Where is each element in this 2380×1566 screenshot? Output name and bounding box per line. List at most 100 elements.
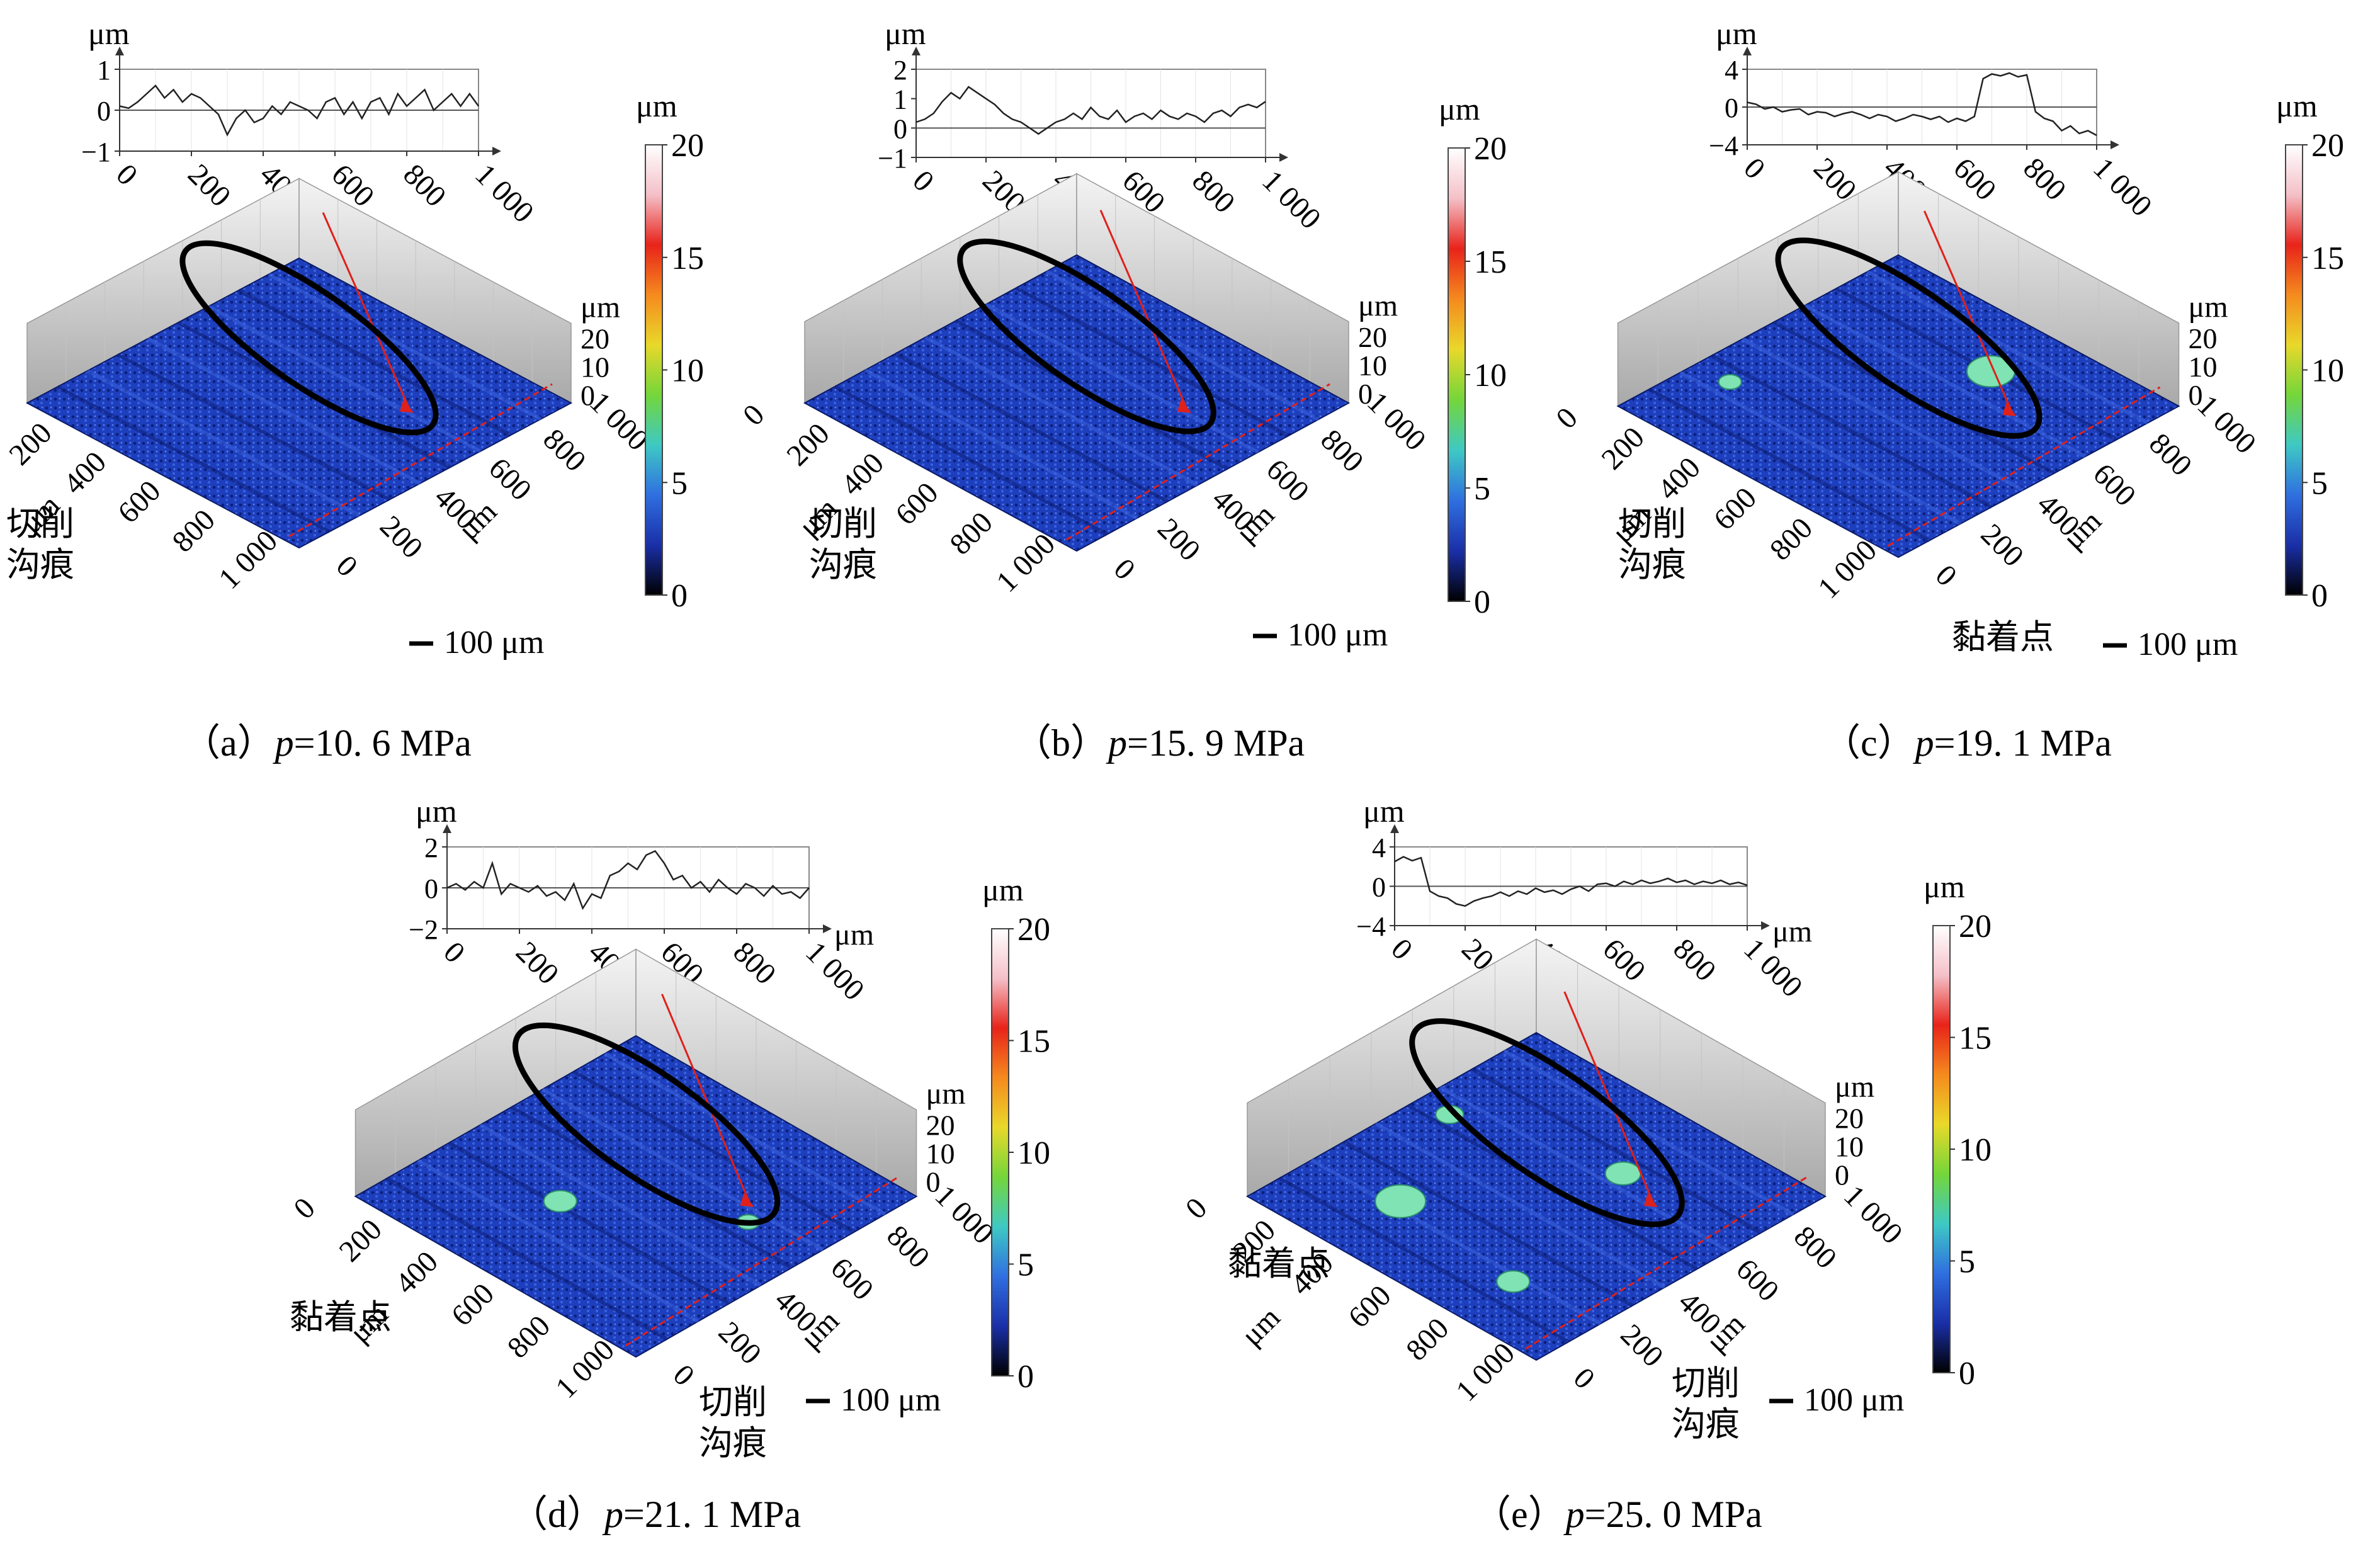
caption-value: =25. 0 MPa: [1585, 1494, 1762, 1535]
panel-caption: （e）p=25. 0 MPa: [1473, 1494, 1762, 1535]
colorbar-tick-label: 0: [2311, 578, 2328, 614]
adhesion-spot: [1718, 373, 1742, 390]
groove-label-line1: 切削: [699, 1383, 767, 1421]
adhesion-spot: [1374, 1184, 1427, 1218]
groove-label-line1: 切削: [1672, 1365, 1740, 1402]
scale-bar-label: 100 μm: [444, 625, 544, 661]
surface-left-tick-label: 600: [1342, 1279, 1397, 1334]
surface-right-tick-label: 600: [1730, 1252, 1785, 1308]
surface-left-tick-label: 1 000: [990, 527, 1062, 599]
caption-symbol: p: [1106, 722, 1127, 764]
profile-x-tick-label: 200: [181, 157, 237, 213]
surface-left-tick-label: 0: [1179, 1191, 1213, 1225]
groove-streak: [1374, 1121, 1666, 1290]
surface-right-tick-label: 600: [824, 1251, 880, 1307]
surface-right-tick-label: 0: [667, 1358, 701, 1392]
y-axis-arrow-icon: [1743, 47, 1752, 55]
surface-left-tick-label: 600: [111, 474, 167, 530]
colorbar-tick-label: 15: [1474, 244, 1507, 280]
surface-right-tick-label: 600: [1260, 453, 1315, 508]
colorbar-tick-label: 20: [2311, 128, 2344, 164]
surface-left-tick-label: 1 000: [549, 1333, 621, 1405]
colorbar-unit: μm: [1439, 91, 1480, 127]
profile-x-tick-label: 1 000: [468, 157, 540, 229]
colorbar-tick-label: 15: [671, 241, 704, 276]
surface-z-tick-label: 0: [926, 1166, 941, 1198]
caption-symbol: p: [602, 1494, 623, 1535]
profile-x-unit: μm: [1772, 915, 1812, 948]
adhesion-spot: [543, 1189, 577, 1213]
profile-x-tick-label: 800: [2017, 151, 2072, 207]
colorbar-tick-label: 0: [1474, 584, 1490, 620]
profile-y-tick-label: −1: [878, 143, 907, 174]
surface-left-tick-label: 800: [166, 503, 221, 559]
adhesion-label: 黏着点: [1228, 1245, 1330, 1283]
section-line-2: [1887, 386, 2161, 547]
profile-x-tick-label: 200: [509, 935, 565, 990]
section-arrow-icon: [400, 399, 414, 413]
colorbar-tick-label: 20: [671, 128, 704, 164]
colorbar-tick-label: 20: [1959, 909, 1992, 945]
groove-label-line2: 沟痕: [699, 1424, 767, 1462]
section-arrow-icon: [1644, 1193, 1658, 1207]
groove-annotation-ellipse: [179, 240, 439, 436]
surface-right-tick-label: 800: [880, 1219, 936, 1274]
profile-x-tick-label: 800: [1186, 164, 1241, 219]
colorbar-unit: μm: [1924, 869, 1965, 904]
groove-annotation-ellipse: [1409, 1018, 1685, 1227]
caption-letter: （e）: [1473, 1494, 1566, 1535]
colorbar-tick-label: 0: [1959, 1356, 1975, 1392]
profile-y-tick-label: −4: [1709, 130, 1738, 161]
colorbar: μm 20 15 10 5 0: [1924, 869, 1992, 1392]
panel-e: 40−4μm02004006008001 000μm02004006008001…: [1179, 793, 1992, 1535]
section-arrow-icon: [740, 1193, 754, 1207]
surface-z-unit: μm: [1835, 1070, 1874, 1104]
surface-right-tick-label: 0: [1567, 1361, 1601, 1395]
surface-right-tick-label: 800: [1788, 1220, 1843, 1275]
profile-x-tick-label: 1 000: [2087, 151, 2158, 223]
colorbar-strip: [1932, 925, 1951, 1373]
caption-value: =19. 1 MPa: [1934, 722, 2112, 764]
groove-label-line2: 沟痕: [1672, 1405, 1740, 1443]
surface-left-tick-label: 0: [1550, 401, 1584, 435]
groove-streak: [894, 352, 1169, 504]
colorbar-strip: [645, 144, 663, 596]
colorbar-tick-label: 5: [1474, 471, 1490, 507]
surface-left-tick-label: 400: [389, 1245, 445, 1300]
groove-streak: [1679, 371, 1962, 526]
surface-left-tick-label: 600: [1708, 481, 1763, 536]
surface-right-tick-label: 200: [1151, 512, 1206, 567]
profile-x-tick-label: 1 000: [1255, 164, 1327, 235]
colorbar-tick-label: 10: [1474, 358, 1507, 394]
surface-left-tick-label: 400: [835, 446, 890, 502]
scale-bar-label: 100 μm: [841, 1382, 941, 1418]
section-line: [1099, 210, 1189, 411]
surface-left-tick-label: 200: [332, 1213, 388, 1268]
colorbar-tick-label: 5: [1959, 1244, 1975, 1280]
colorbar-tick-label: 15: [1959, 1021, 1992, 1057]
surface-z-tick-label: 10: [926, 1138, 955, 1170]
section-line-2: [625, 1176, 898, 1347]
colorbar-tick-label: 0: [671, 578, 688, 614]
surface-z-unit: μm: [926, 1077, 966, 1111]
profile-series-line: [119, 84, 480, 137]
profile-y-unit: μm: [885, 16, 926, 51]
profile-y-tick-label: 1: [97, 55, 111, 86]
surface-left-tick-label: 200: [3, 416, 58, 472]
groove-label-line2: 沟痕: [1618, 546, 1686, 584]
section-arrow-icon: [2002, 402, 2017, 416]
groove-streak: [864, 368, 1138, 520]
colorbar-unit: μm: [636, 88, 677, 123]
caption-letter: （c）: [1823, 722, 1915, 764]
section-line: [660, 994, 751, 1205]
groove-streak: [1804, 304, 2087, 458]
groove-streak: [237, 288, 512, 437]
colorbar-tick-label: 0: [1017, 1359, 1034, 1395]
groove-streak: [541, 1087, 824, 1252]
groove-streak: [417, 1159, 700, 1323]
groove-label-line1: 切削: [809, 505, 877, 543]
